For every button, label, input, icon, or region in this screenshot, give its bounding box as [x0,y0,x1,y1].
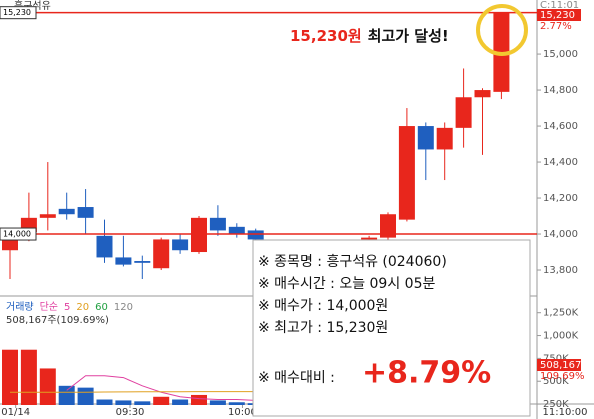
y-tick-label: 14,800 [543,85,578,96]
candle-body [436,127,453,150]
volume-legend: 120 [114,302,133,313]
y-tick-label: 15,000 [543,49,578,60]
right-price-box [537,9,581,21]
candle-body [398,126,415,220]
candle-body [474,90,491,98]
ref-label: 15,230 [3,8,31,17]
volume-bar [58,385,75,405]
volume-bar [172,399,189,405]
volume-y-tick-label: 500K [543,376,569,387]
volume-y-tick-label: 1,000K [543,331,579,342]
volume-bar [96,399,113,405]
volume-legend: 거래량 [6,301,34,313]
candle-body [247,230,264,240]
annotation-text: 최고가 달성! [368,27,449,45]
highlight-circle [476,4,528,56]
volume-bar [191,394,207,405]
candle-body [77,207,94,218]
volume-bar [2,349,18,405]
right-price: 15,230 [540,10,575,21]
volume-bar [39,368,56,405]
volume-legend: 단순 [40,301,58,313]
y-tick-label: 14,200 [543,193,578,204]
annotation-price: 15,230원 [290,27,362,45]
volume-bar [115,400,132,405]
volume-bar [228,402,245,405]
candle-body [361,237,378,240]
volume-y-tick-label: 1,250K [543,308,579,319]
info-line: ※ 종목명 : 흥구석유 (024060) [258,254,447,270]
volume-bar [77,387,94,405]
candle-body [455,97,472,128]
info-box [252,239,531,417]
volume-y-tick-label: 750K [543,353,569,364]
y-tick-label: 13,800 [543,265,578,276]
volume-bar [20,349,37,405]
volume-current: 508,167 [540,360,581,371]
volume-current-pct: 109.69% [540,371,585,382]
info-line: ※ 매수가 : 14,000원 [258,298,388,314]
annotation: 15,230원 최고가 달성! [290,27,449,45]
volume-legend: 5 [64,302,70,313]
candle-body [96,235,113,258]
volume-bar [209,400,226,405]
candle-body [58,208,75,215]
candle-body [134,261,151,263]
volume-bar [134,401,151,405]
volume-current-box [537,359,581,371]
ref-label-box [0,6,37,20]
candle-body [209,217,226,231]
y-tick-label: 14,400 [543,157,578,168]
info-line: ※ 최고가 : 15,230원 [258,320,388,336]
candle-body [380,214,396,238]
info-line: ※ 매수시간 : 오늘 09시 05분 [258,276,435,292]
y-tick-label: 14,600 [543,121,578,132]
x-end-label: 11:10:00 [543,407,588,418]
ref-label-box [0,227,37,241]
candle-body [153,239,170,269]
ref-label: 14,000 [3,230,31,239]
info-change-label: ※ 매수대비 : [258,370,335,386]
volume-summary: 508,167주(109.69%) [6,315,109,326]
candle-body [417,126,434,150]
right-change: 2.77% [540,21,572,32]
volume-y-tick-label: 250K [543,399,569,410]
volume-legend: 60 [95,302,108,313]
candle-body [39,214,56,218]
y-tick-label: 14,000 [543,229,578,240]
candle-body [228,226,245,235]
x-tick-label: 10:00 [228,407,257,418]
right-time: C:11:01 [540,0,579,11]
x-tick-label: 09:30 [116,407,145,418]
candle-body [115,257,132,265]
x-tick-label: 01/14 [1,407,30,418]
candle-body [191,217,207,253]
info-change: +8.79% [362,356,491,391]
volume-ma-line [10,391,256,393]
candle-body [172,239,189,251]
volume-legend: 20 [76,302,89,313]
volume-bar [153,396,170,405]
